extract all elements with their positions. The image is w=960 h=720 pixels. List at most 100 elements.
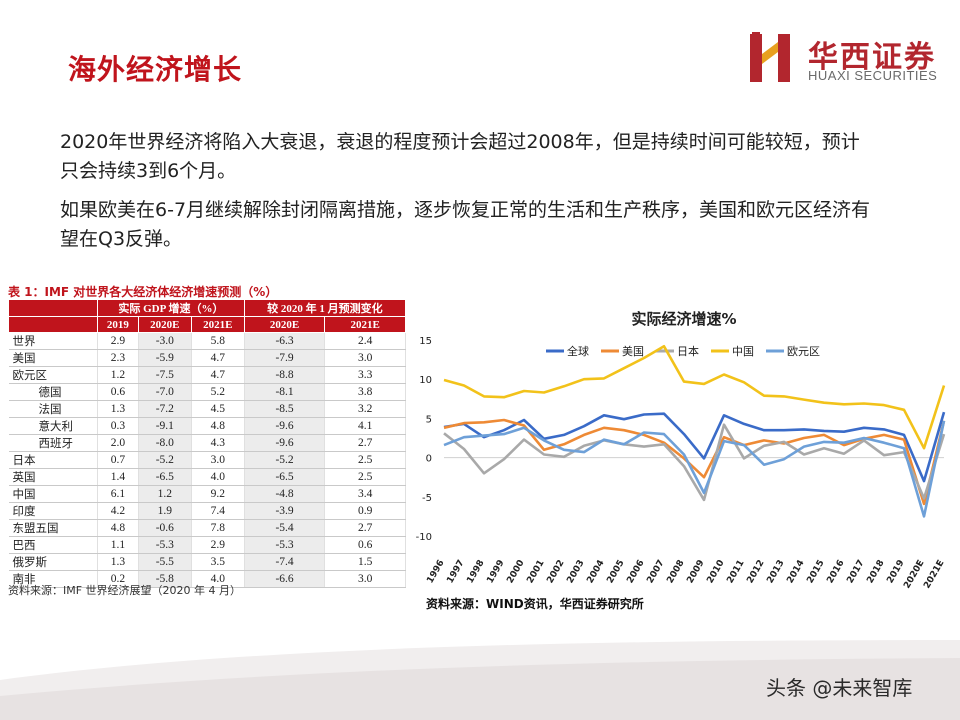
table-cell: -3.0 <box>138 332 192 350</box>
table-cell: 1.3 <box>97 400 139 418</box>
table-row-label: 美国 <box>8 349 98 367</box>
y-tick-label: -10 <box>416 532 432 543</box>
table-cell: -9.6 <box>244 417 326 435</box>
table-row-label: 西班牙 <box>8 434 98 452</box>
table-cell: 0.6 <box>324 536 406 554</box>
table-cell: 3.0 <box>324 349 406 367</box>
y-tick-label: 0 <box>426 454 432 465</box>
table-cell: -7.9 <box>244 349 326 367</box>
table-group-header-gdp: 实际 GDP 增速（%） <box>97 299 245 317</box>
x-tick-label: 1999 <box>485 559 506 586</box>
table-cell: -8.1 <box>244 383 326 401</box>
table-col-header: 2021E <box>190 316 245 333</box>
table-cell: -9.1 <box>138 417 192 435</box>
chart-source-note: 资料来源：WIND资讯，华西证券研究所 <box>426 597 644 611</box>
table-cell: 1.2 <box>138 485 192 503</box>
table-cell: 5.8 <box>191 332 245 350</box>
table-row-label: 俄罗斯 <box>8 553 98 571</box>
table-cell: 3.5 <box>191 553 245 571</box>
table-row-label: 法国 <box>8 400 98 418</box>
table-cell: 2.5 <box>324 468 406 486</box>
x-tick-label: 2003 <box>565 559 586 586</box>
table-cell: 4.7 <box>191 366 245 384</box>
table-cell: -7.4 <box>244 553 326 571</box>
table-cell: 0.3 <box>97 417 139 435</box>
legend-label: 中国 <box>732 345 754 358</box>
table-cell: 1.1 <box>97 536 139 554</box>
table-cell: -9.6 <box>244 434 326 452</box>
table-cell: -7.2 <box>138 400 192 418</box>
table-cell: 1.4 <box>97 468 139 486</box>
table-cell: 9.2 <box>191 485 245 503</box>
table-cell: 1.9 <box>138 502 192 520</box>
series-line-2 <box>443 418 946 506</box>
table-row: 日本 0.7 -5.2 3.0 -5.2 2.5 <box>8 451 406 469</box>
table-cell: -5.2 <box>138 451 192 469</box>
table-cell: 4.7 <box>191 349 245 367</box>
table-corner-2 <box>8 316 98 333</box>
table-cell: 3.4 <box>324 485 406 503</box>
x-tick-label: 2009 <box>685 559 706 586</box>
x-tick-label: 2005 <box>605 559 626 586</box>
table-cell: -5.2 <box>244 451 326 469</box>
table-cell: -5.5 <box>138 553 192 571</box>
table-row-label: 日本 <box>8 451 98 469</box>
y-tick-label: -5 <box>422 493 432 504</box>
huaxi-logo-icon <box>750 32 790 82</box>
table-cell: -6.6 <box>244 570 326 588</box>
y-tick-label: 5 <box>426 414 432 425</box>
x-tick-label: 2017 <box>845 559 866 586</box>
x-tick-label: 2014 <box>785 559 806 586</box>
table-row-label: 英国 <box>8 468 98 486</box>
brand-logo: 华西证券 HUAXI SECURITIES <box>748 30 948 86</box>
table-cell: 5.2 <box>191 383 245 401</box>
table-cell: 2.0 <box>97 434 139 452</box>
table-cell: -8.8 <box>244 366 326 384</box>
x-tick-label: 2012 <box>745 559 766 586</box>
table-row-label: 欧元区 <box>8 366 98 384</box>
table-row-label: 世界 <box>8 332 98 350</box>
table-cell: -7.0 <box>138 383 192 401</box>
table-cell: 1.3 <box>97 553 139 571</box>
table-cell: 7.8 <box>191 519 245 537</box>
table-cell: -7.5 <box>138 366 192 384</box>
table-cell: 2.9 <box>191 536 245 554</box>
table-caption: 表 1：IMF 对世界各大经济体经济增速预测（%） <box>8 285 278 299</box>
legend-label: 欧元区 <box>787 345 820 358</box>
table-cell: 2.9 <box>97 332 139 350</box>
table-row: 巴西 1.1 -5.3 2.9 -5.3 0.6 <box>8 536 406 554</box>
legend-label: 全球 <box>567 344 589 358</box>
x-tick-label: 2018 <box>865 559 886 586</box>
table-cell: 4.5 <box>191 400 245 418</box>
table-cell: -6.3 <box>244 332 326 350</box>
table-cell: 3.3 <box>324 366 406 384</box>
table-group-header-change: 较 2020 年 1 月预测变化 <box>243 299 407 317</box>
imf-forecast-table: 实际 GDP 增速（%） 较 2020 年 1 月预测变化 2019 2020E… <box>8 299 407 588</box>
series-line-4 <box>443 344 946 450</box>
table-cell: 3.0 <box>191 451 245 469</box>
table-cell: 1.2 <box>97 366 139 384</box>
x-tick-label: 2006 <box>625 559 646 586</box>
table-cell: 6.1 <box>97 485 139 503</box>
table-row: 印度 4.2 1.9 7.4 -3.9 0.9 <box>8 502 406 520</box>
table-cell: -0.6 <box>138 519 192 537</box>
table-cell: -8.0 <box>138 434 192 452</box>
x-tick-label: 2011 <box>725 559 746 586</box>
table-cell: 4.1 <box>324 417 406 435</box>
growth-line-chart: 实际经济增速% 全球 美国 日本 中国 欧元区 -10 -5 0 5 10 15 1996 1997 199… <box>414 296 958 592</box>
table-corner <box>8 299 98 317</box>
table-cell: -5.3 <box>244 536 326 554</box>
logo-english-name: HUAXI SECURITIES <box>808 68 938 83</box>
x-tick-label: 2008 <box>665 559 686 586</box>
table-cell: 2.4 <box>324 332 406 350</box>
x-tick-label: 2010 <box>705 559 726 586</box>
table-cell: -5.8 <box>138 570 192 588</box>
table-row-label: 德国 <box>8 383 98 401</box>
y-tick-label: 10 <box>419 375 432 386</box>
table-cell: 2.7 <box>324 434 406 452</box>
chart-svg: 实际经济增速%全球 美国 日本 中国 欧元区-10-505101519961997199… <box>416 310 947 591</box>
paragraph-recession: 2020年世界经济将陷入大衰退，衰退的程度预计会超过2008年，但是持续时间可能… <box>60 131 860 182</box>
x-tick-label: 2007 <box>645 559 666 586</box>
table-cell: 3.2 <box>324 400 406 418</box>
legend-label: 日本 <box>677 344 699 358</box>
